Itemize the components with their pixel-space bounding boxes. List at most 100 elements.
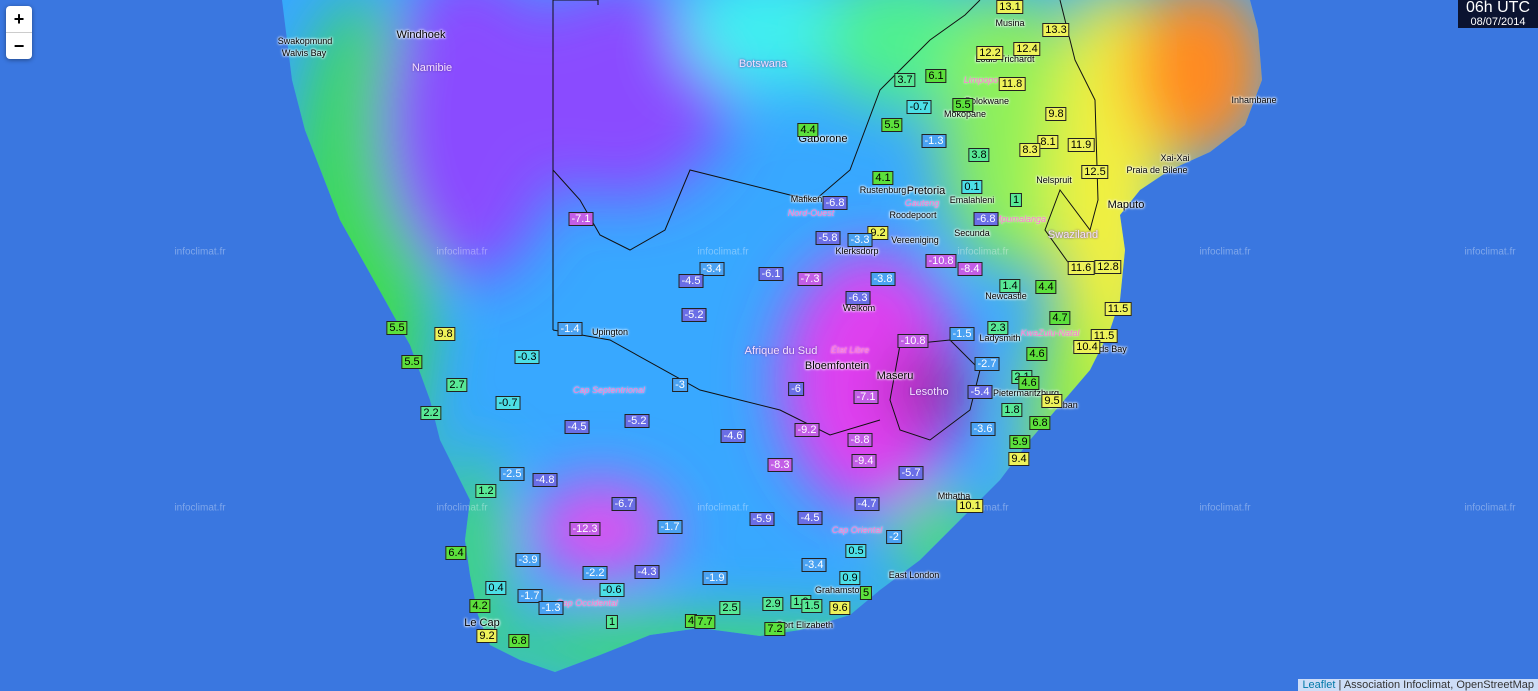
temperature-label[interactable]: -2.2 [582,566,608,580]
temperature-label[interactable]: 5.5 [952,98,974,112]
temperature-label[interactable]: -3.9 [515,553,541,567]
temperature-label[interactable]: 4.1 [872,171,894,185]
temperature-label[interactable]: -8.4 [957,262,983,276]
temperature-label[interactable]: -0.7 [495,396,521,410]
temperature-label[interactable]: 9.5 [1041,394,1063,408]
temperature-label[interactable]: 11.9 [1067,138,1095,152]
temperature-label[interactable]: -1.7 [517,589,543,603]
temperature-label[interactable]: -7.1 [568,212,594,226]
temperature-label[interactable]: -4.8 [532,473,558,487]
temperature-label[interactable]: 12.5 [1081,165,1109,179]
temperature-label[interactable]: -1.5 [949,327,975,341]
temperature-label[interactable]: 2.2 [420,406,442,420]
temperature-label[interactable]: 4.6 [1026,347,1048,361]
temperature-label[interactable]: 0.9 [839,571,861,585]
temperature-label[interactable]: 9.6 [829,601,851,615]
temperature-label[interactable]: 2.3 [987,321,1009,335]
temperature-label[interactable]: 1.4 [999,279,1021,293]
temperature-label[interactable]: 13.3 [1042,23,1070,37]
temperature-label[interactable]: -2.5 [499,467,525,481]
temperature-label[interactable]: 1 [605,615,619,629]
temperature-label[interactable]: -1.4 [557,322,583,336]
zoom-in-button[interactable]: + [6,6,32,33]
temperature-label[interactable]: 2.5 [719,601,741,615]
temperature-label[interactable]: -5.4 [967,385,993,399]
temperature-label[interactable]: -6.7 [611,497,637,511]
temperature-label[interactable]: -1.3 [538,601,564,615]
temperature-label[interactable]: 10.1 [956,499,984,513]
temperature-label[interactable]: -8.3 [767,458,793,472]
temperature-label[interactable]: 11.8 [998,77,1026,91]
temperature-label[interactable]: 4.7 [1049,311,1071,325]
temperature-label[interactable]: 1.2 [475,484,497,498]
temperature-label[interactable]: -6.8 [973,212,999,226]
temperature-label[interactable]: 7.7 [694,615,716,629]
temperature-label[interactable]: 4.4 [1035,280,1057,294]
temperature-label[interactable]: -2 [886,530,902,544]
temperature-label[interactable]: -6.1 [758,267,784,281]
temperature-label[interactable]: -4.7 [854,497,880,511]
temperature-label[interactable]: 4.2 [469,599,491,613]
temperature-label[interactable]: 5.5 [386,321,408,335]
temperature-label[interactable]: 4 [684,614,698,628]
temperature-label[interactable]: 6.4 [445,546,467,560]
temperature-label[interactable]: -0.6 [599,583,625,597]
temperature-label[interactable]: -7.1 [853,390,879,404]
temperature-label[interactable]: -3.6 [970,422,996,436]
temperature-label[interactable]: 2.7 [446,378,468,392]
temperature-label[interactable]: 4.6 [1018,376,1040,390]
attribution-link[interactable]: Leaflet [1302,679,1336,691]
temperature-label[interactable]: 9.8 [434,327,456,341]
temperature-label[interactable]: -5.8 [815,231,841,245]
temperature-label[interactable]: 12.2 [976,46,1004,60]
temperature-label[interactable]: -3.4 [801,558,827,572]
temperature-label[interactable]: 3.7 [894,73,916,87]
temperature-label[interactable]: 11.5 [1104,302,1132,316]
temperature-label[interactable]: 4.4 [797,123,819,137]
temperature-label[interactable]: 6.8 [508,634,530,648]
temperature-label[interactable]: -6.8 [822,196,848,210]
temperature-label[interactable]: 5.5 [401,355,423,369]
temperature-label[interactable]: 0.1 [961,180,983,194]
temperature-label[interactable]: -10.8 [925,254,957,268]
temperature-label[interactable]: -5.9 [749,512,775,526]
temperature-label[interactable]: -2.7 [974,357,1000,371]
temperature-label[interactable]: -4.5 [797,511,823,525]
temperature-label[interactable]: -4.5 [564,420,590,434]
temperature-label[interactable]: -8.8 [847,433,873,447]
temperature-label[interactable]: 5 [859,586,873,600]
temperature-label[interactable]: 2.9 [762,597,784,611]
temperature-label[interactable]: -3.8 [870,272,896,286]
temperature-label[interactable]: -6 [788,382,804,396]
temperature-label[interactable]: 11.6 [1067,261,1095,275]
temperature-label[interactable]: 5.9 [1009,435,1031,449]
temperature-label[interactable]: 6.1 [925,69,947,83]
temperature-label[interactable]: -4.5 [678,274,704,288]
temperature-label[interactable]: -5.2 [681,308,707,322]
temperature-label[interactable]: 6.8 [1029,416,1051,430]
temperature-label[interactable]: 11.5 [1090,329,1118,343]
temperature-label[interactable]: -3.3 [847,233,873,247]
temperature-label[interactable]: 1 [1009,193,1023,207]
temperature-label[interactable]: 9.2 [476,629,498,643]
temperature-label[interactable]: 12.4 [1013,42,1041,56]
temperature-label[interactable]: -0.3 [514,350,540,364]
temperature-label[interactable]: -6.3 [845,291,871,305]
temperature-label[interactable]: -5.2 [624,414,650,428]
temperature-label[interactable]: -1.3 [921,134,947,148]
temperature-label[interactable]: -5.7 [898,466,924,480]
temperature-label[interactable]: 7.2 [764,622,786,636]
temperature-label[interactable]: -1.7 [657,520,683,534]
temperature-label[interactable]: 9.4 [1008,452,1030,466]
temperature-label[interactable]: 13.1 [996,0,1024,14]
temperature-label[interactable]: 10.4 [1073,340,1101,354]
temperature-label[interactable]: 5.5 [881,118,903,132]
temperature-label[interactable]: -0.7 [906,100,932,114]
temperature-label[interactable]: 3.8 [968,148,990,162]
temperature-label[interactable]: -4.3 [634,565,660,579]
temperature-label[interactable]: -7.3 [797,272,823,286]
temperature-label[interactable]: 1.8 [1001,403,1023,417]
temperature-label[interactable]: 1.5 [801,599,823,613]
temperature-label[interactable]: -4.6 [720,429,746,443]
temperature-label[interactable]: 12.8 [1094,260,1122,274]
